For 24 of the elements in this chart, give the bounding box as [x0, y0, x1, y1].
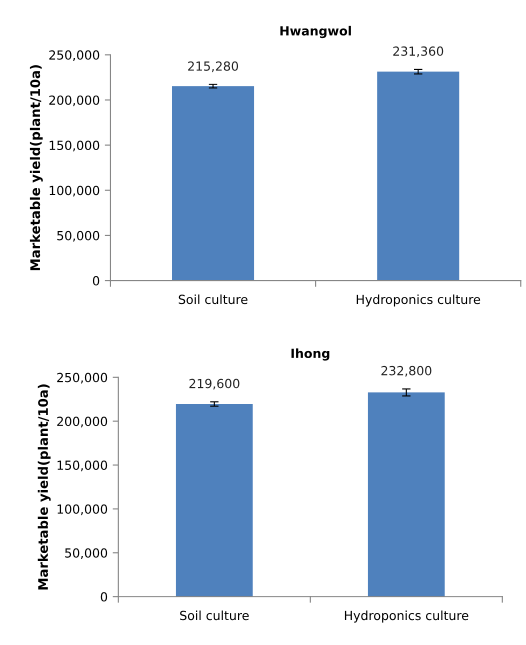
data-label: 215,280	[188, 61, 238, 72]
chart-title: Ihong	[291, 348, 330, 361]
x-tick-label: Soil culture	[178, 294, 248, 304]
y-tick-label: 50,000	[65, 548, 108, 559]
y-tick-label: 250,000	[49, 50, 100, 62]
y-tick-label: 150,000	[50, 140, 100, 152]
y-axis-title: Marketable yield(plant/10a)	[38, 384, 51, 590]
y-tick-label: 200,000	[57, 416, 108, 428]
chart-title: Hwangwol	[280, 26, 351, 38]
y-tick-label: 100,000	[50, 186, 100, 196]
y-tick-label: 50,000	[57, 230, 100, 242]
y-axis-title: Marketable yield(plant/10a)	[30, 65, 43, 270]
y-tick-label: 0	[92, 276, 100, 286]
y-tick-label: 100,000	[58, 504, 108, 516]
y-tick-label: 250,000	[57, 372, 108, 384]
x-tick-label: Hydroponics culture	[356, 294, 480, 307]
y-tick-label: 200,000	[49, 95, 100, 106]
x-tick-label: Soil culture	[180, 610, 249, 620]
y-tick-label: 150,000	[58, 460, 108, 472]
data-label: 232,800	[381, 366, 432, 377]
data-label: 219,600	[189, 378, 240, 390]
data-label: 231,360	[393, 46, 444, 58]
y-tick-label: 0	[100, 592, 108, 602]
x-tick-label: Hydroponics culture	[344, 610, 468, 623]
